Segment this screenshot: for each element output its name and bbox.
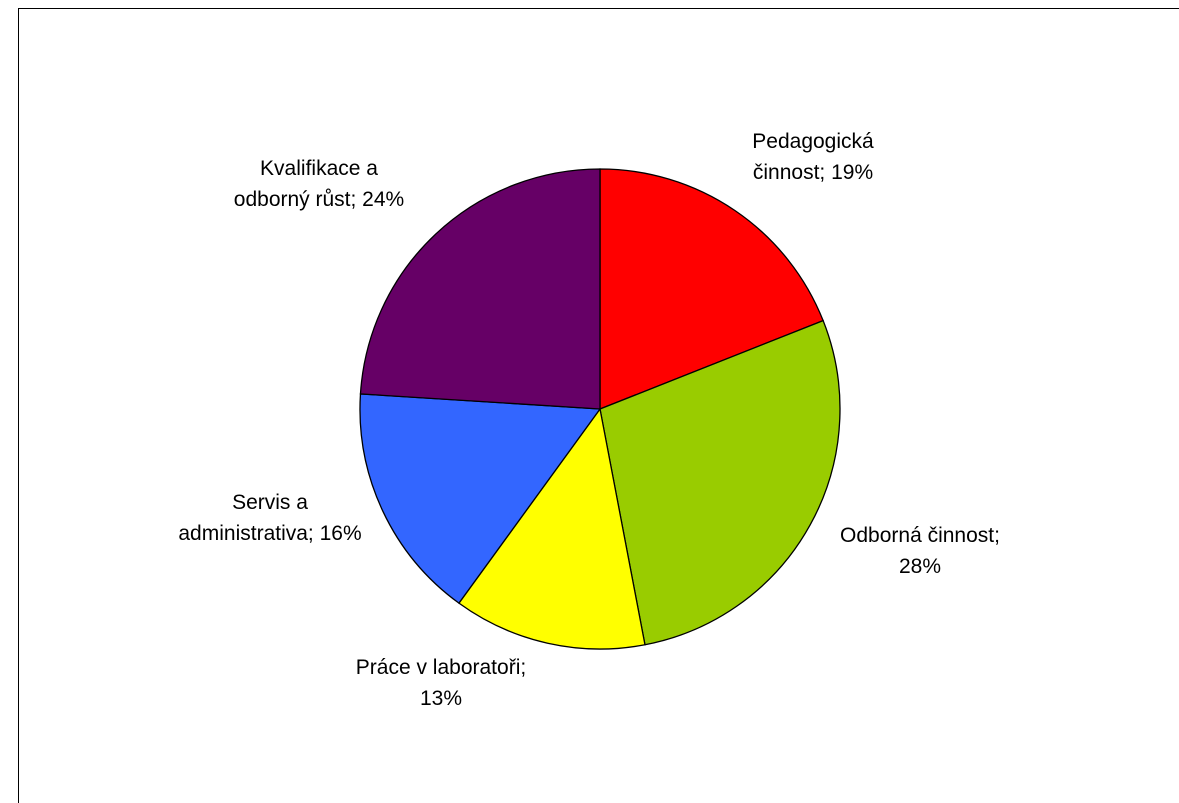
data-label-4: Servis a administrativa; 16% <box>178 491 361 545</box>
data-label-3: Práce v laboratoři; 13% <box>356 656 526 710</box>
pie-labels: Pedagogická činnost; 19% Odborná činnost; 2… <box>178 130 1000 710</box>
pie-slice-5 <box>359 168 601 410</box>
data-label-line: odborný růst; 24% <box>234 188 404 211</box>
pie-slice-3 <box>458 407 646 650</box>
data-label-line: Odborná činnost; <box>840 524 1000 547</box>
data-label-line: činnost; 19% <box>753 161 873 184</box>
data-label-line: Servis a <box>232 491 308 514</box>
pie-slice-1 <box>599 168 824 410</box>
data-label-line: 28% <box>899 555 941 578</box>
data-label-line: Kvalifikace a <box>260 157 378 180</box>
data-label-line: administrativa; 16% <box>178 522 361 545</box>
data-label-5: Kvalifikace a odborný růst; 24% <box>234 157 404 211</box>
data-label-1: Pedagogická činnost; 19% <box>752 130 874 184</box>
pie-slices <box>359 168 841 650</box>
data-label-2: Odborná činnost; 28% <box>840 524 1000 578</box>
data-label-line: Práce v laboratoři; <box>356 656 526 679</box>
pie-slice-2 <box>599 319 841 646</box>
data-label-line: 13% <box>420 687 462 710</box>
data-label-line: Pedagogická <box>752 130 874 153</box>
pie-slice-4 <box>359 393 602 605</box>
